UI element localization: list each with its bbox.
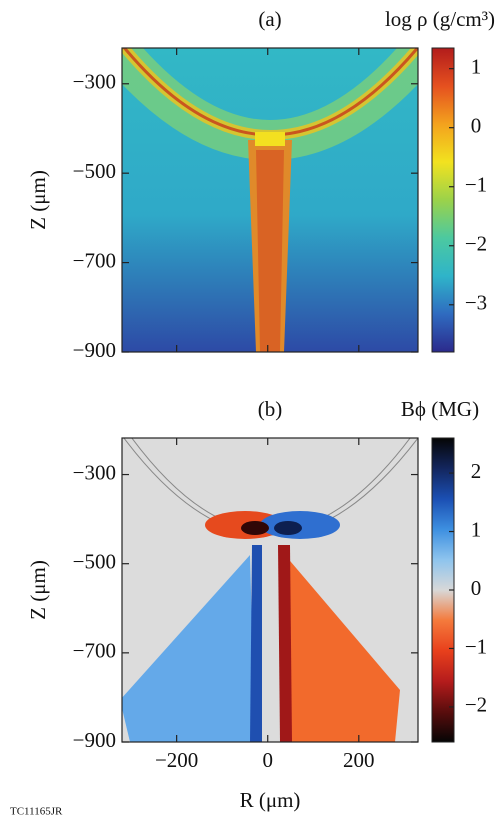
y-tick-label: −700 bbox=[73, 639, 116, 663]
colorbar-tick-label: −3 bbox=[465, 291, 487, 315]
density-map bbox=[122, 48, 418, 352]
colorbar-tick-label: −2 bbox=[465, 693, 487, 717]
y-tick-label: −500 bbox=[73, 159, 116, 183]
y-tick-label: −300 bbox=[73, 460, 116, 484]
plot-frame bbox=[121, 47, 419, 353]
plot-frame bbox=[121, 437, 419, 743]
colorbar-tick-label: −1 bbox=[465, 173, 487, 197]
colorbar-tick-label: 0 bbox=[471, 114, 482, 138]
x-tick-label: 0 bbox=[262, 748, 273, 772]
y-tick-label: −900 bbox=[73, 728, 116, 752]
x-axis-label: R (μm) bbox=[240, 788, 301, 812]
colorbar-tick-label: 1 bbox=[471, 54, 482, 78]
colorbar-tick-label: 0 bbox=[471, 576, 482, 600]
colorbar-tick-label: −1 bbox=[465, 634, 487, 658]
x-tick-label: −200 bbox=[155, 748, 198, 772]
field-map bbox=[122, 438, 418, 742]
y-tick-label: −300 bbox=[73, 70, 116, 94]
figure-code: TC11165JR bbox=[10, 806, 63, 818]
colorbar-tick-label: 1 bbox=[471, 517, 482, 541]
colorbar-title: Bϕ (MG) bbox=[401, 397, 479, 421]
y-axis-label: Z (μm) bbox=[26, 560, 50, 620]
colorbar bbox=[431, 47, 455, 353]
panel-label: (a) bbox=[258, 7, 281, 31]
x-tick-label: 200 bbox=[343, 748, 375, 772]
colorbar-title: log ρ (g/cm³) bbox=[385, 7, 495, 31]
y-tick-label: −500 bbox=[73, 550, 116, 574]
y-tick-label: −700 bbox=[73, 248, 116, 272]
y-tick-label: −900 bbox=[73, 338, 116, 362]
y-axis-label: Z (μm) bbox=[26, 170, 50, 230]
colorbar-tick-label: 2 bbox=[471, 459, 482, 483]
panel-label: (b) bbox=[258, 397, 283, 421]
colorbar-tick-label: −2 bbox=[465, 232, 487, 256]
